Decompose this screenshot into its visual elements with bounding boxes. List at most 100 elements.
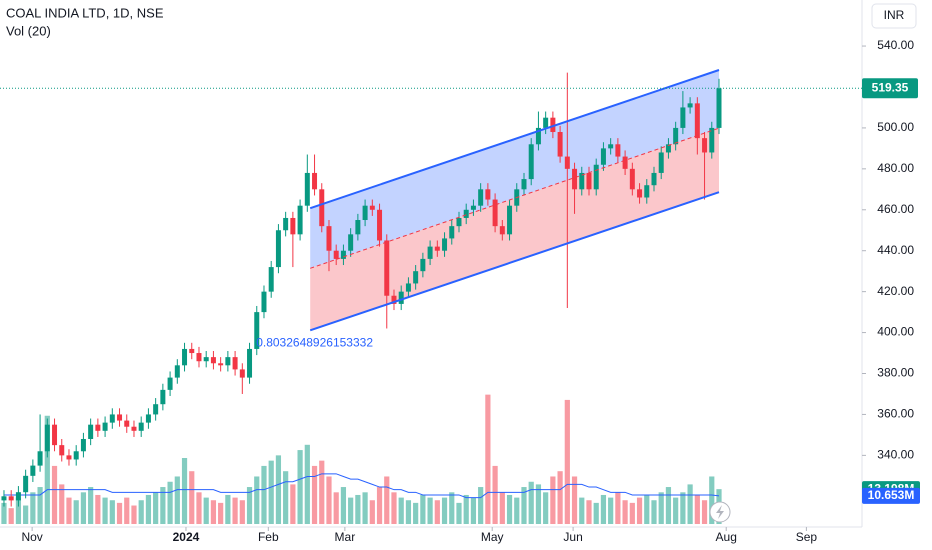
candle-body	[160, 389, 166, 405]
candle-body	[427, 246, 433, 259]
volume-bar	[694, 494, 700, 524]
currency-button[interactable]	[871, 3, 917, 29]
volume-bar	[102, 497, 108, 524]
volume-bar	[73, 500, 79, 524]
candle-body	[333, 250, 339, 259]
candle-body	[88, 424, 94, 439]
volume-bar	[564, 399, 570, 524]
candle-body	[535, 127, 541, 145]
volume-bar	[124, 497, 130, 524]
candle-body	[95, 424, 101, 431]
candle-body	[247, 348, 253, 378]
volume-bar	[311, 465, 318, 524]
candle-body	[442, 238, 448, 251]
candle-body	[413, 271, 419, 284]
volume-bar	[131, 505, 137, 524]
candle-body	[312, 172, 318, 190]
bolt-icon	[716, 505, 724, 519]
volume-bar	[499, 492, 505, 524]
candle-body	[52, 424, 58, 446]
candle-body	[304, 172, 310, 206]
volume-bar	[254, 476, 260, 524]
candle-body	[629, 168, 635, 190]
candle-body	[268, 267, 274, 292]
volume-bar	[413, 502, 419, 524]
volume-value-box	[862, 487, 920, 504]
candle-body	[622, 156, 628, 169]
volume-bar	[116, 502, 123, 524]
last-price-box	[862, 78, 918, 99]
volume-bar	[398, 497, 404, 524]
volume-bar	[275, 455, 282, 524]
candle-body	[297, 205, 303, 235]
volume-bar	[15, 497, 22, 524]
volume-bar	[80, 492, 87, 524]
candle-body	[37, 451, 43, 466]
candle-body	[521, 179, 527, 190]
volume-bar	[283, 471, 289, 524]
volume-bar	[571, 476, 578, 524]
candle-body	[15, 492, 21, 501]
volume-bar	[44, 415, 50, 524]
x-tick-label: Mar	[335, 530, 356, 544]
candle-body	[600, 148, 606, 165]
y-tick-label: 340.00	[877, 448, 914, 462]
volume-bar	[593, 502, 599, 524]
candle-body	[637, 189, 643, 198]
volume-bar	[145, 494, 152, 524]
candle-body	[8, 496, 14, 501]
plot-area	[0, 69, 862, 524]
volume-bar	[543, 492, 549, 524]
candle-body	[470, 205, 476, 210]
candle-body	[377, 209, 383, 241]
volume-bar	[506, 494, 513, 524]
volume-bar	[189, 471, 195, 524]
volume-bar	[355, 494, 361, 524]
volume-bar	[88, 487, 94, 524]
candle-body	[557, 132, 563, 157]
candle-body	[543, 117, 549, 128]
volume-bar	[485, 394, 491, 524]
x-tick-label: Sep	[796, 530, 818, 544]
volume-bar	[239, 500, 245, 524]
volume-bar	[441, 497, 448, 524]
volume-bar	[369, 500, 375, 524]
candle-body	[456, 217, 462, 227]
candle-body	[687, 103, 693, 108]
volume-bar	[673, 497, 679, 524]
volume-bar	[95, 494, 101, 524]
volume-bar	[701, 500, 708, 524]
channel-label: 0.8032648926153332	[256, 335, 373, 349]
volume-bar	[23, 505, 29, 524]
candle-body	[398, 291, 404, 304]
x-tick-label: Nov	[21, 530, 42, 544]
volume-bar	[376, 487, 383, 524]
candle-body	[369, 205, 375, 210]
volume-bar	[427, 497, 433, 524]
volume-bar	[109, 500, 115, 524]
volume-bar	[420, 494, 426, 524]
volume-bar	[651, 500, 657, 524]
volume-bar	[30, 492, 36, 524]
volume-bar	[550, 476, 556, 524]
candle-body	[239, 369, 245, 378]
volume-bar	[59, 484, 65, 524]
volume-bar	[492, 465, 498, 524]
y-tick-label: 500.00	[877, 120, 914, 134]
volume-bar	[528, 481, 534, 524]
y-tick-label: 460.00	[877, 202, 914, 216]
candle-body	[131, 426, 137, 431]
volume-bar	[326, 476, 332, 524]
volume-bar	[304, 444, 310, 524]
volume-bar	[622, 500, 628, 524]
volume-bar	[456, 502, 462, 524]
volume-bar	[319, 460, 325, 524]
volume-bar	[51, 465, 58, 524]
volume-bar	[167, 481, 173, 524]
candle-body	[290, 217, 296, 235]
currency-label[interactable]: INR	[884, 8, 905, 22]
volume-bar	[600, 494, 607, 524]
candle-body	[355, 220, 361, 235]
volume-bar	[535, 484, 542, 524]
candle-body	[80, 438, 86, 452]
